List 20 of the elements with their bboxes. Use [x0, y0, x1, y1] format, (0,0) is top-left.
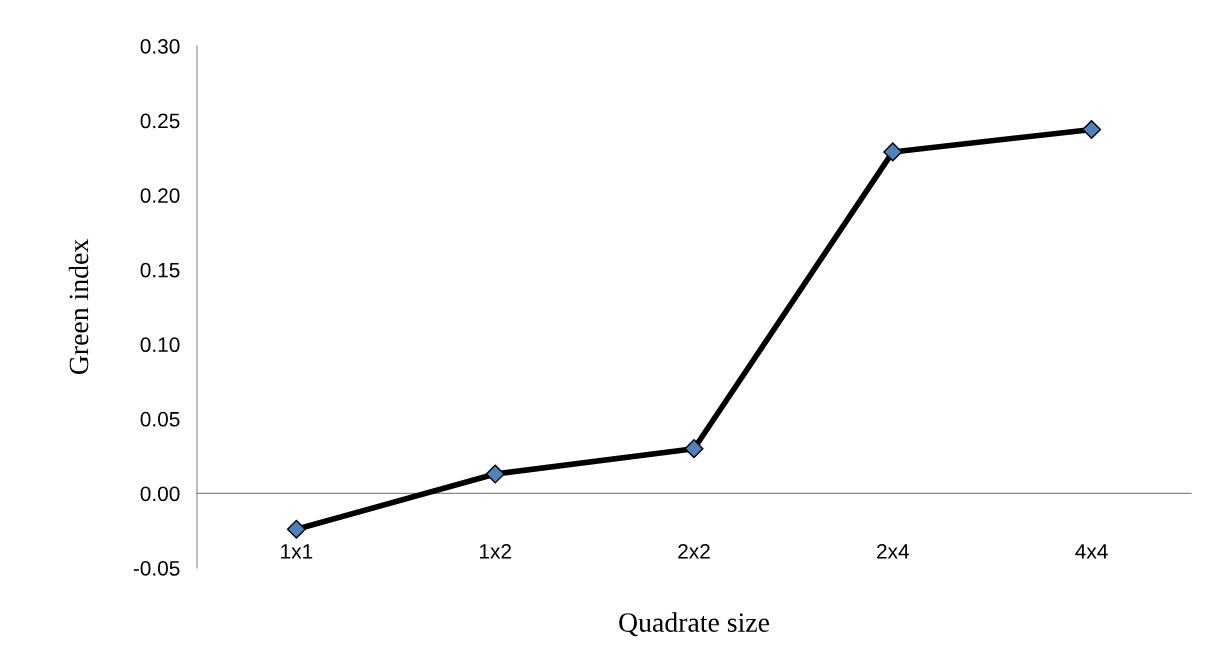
- x-tick-label: 2x2: [678, 543, 710, 559]
- y-axis-title: Green index: [68, 239, 89, 375]
- x-tick-label: 1x1: [281, 544, 313, 559]
- point: [883, 142, 903, 162]
- y-tick-label: 0.15: [140, 262, 180, 278]
- y-tick-label: 0.05: [140, 411, 180, 427]
- y-tick-label: 0.20: [140, 188, 180, 203]
- point: [684, 439, 704, 459]
- y-tick-label: -0.05: [133, 561, 180, 576]
- point: [1082, 119, 1102, 140]
- x-tick-label: 4x4: [1075, 544, 1108, 559]
- x-tick-label: 2x4: [877, 543, 909, 559]
- point: [485, 464, 505, 484]
- y-tick-label: 0.25: [140, 113, 180, 129]
- y-tick-label: 0.10: [140, 337, 180, 353]
- y-tick-label: 0.00: [140, 486, 180, 502]
- y-tick-label: 0.30: [140, 39, 180, 54]
- x-axis-title: Quadrate size: [619, 612, 769, 637]
- point: [286, 519, 306, 539]
- x-tick-label: 1x2: [479, 543, 511, 559]
